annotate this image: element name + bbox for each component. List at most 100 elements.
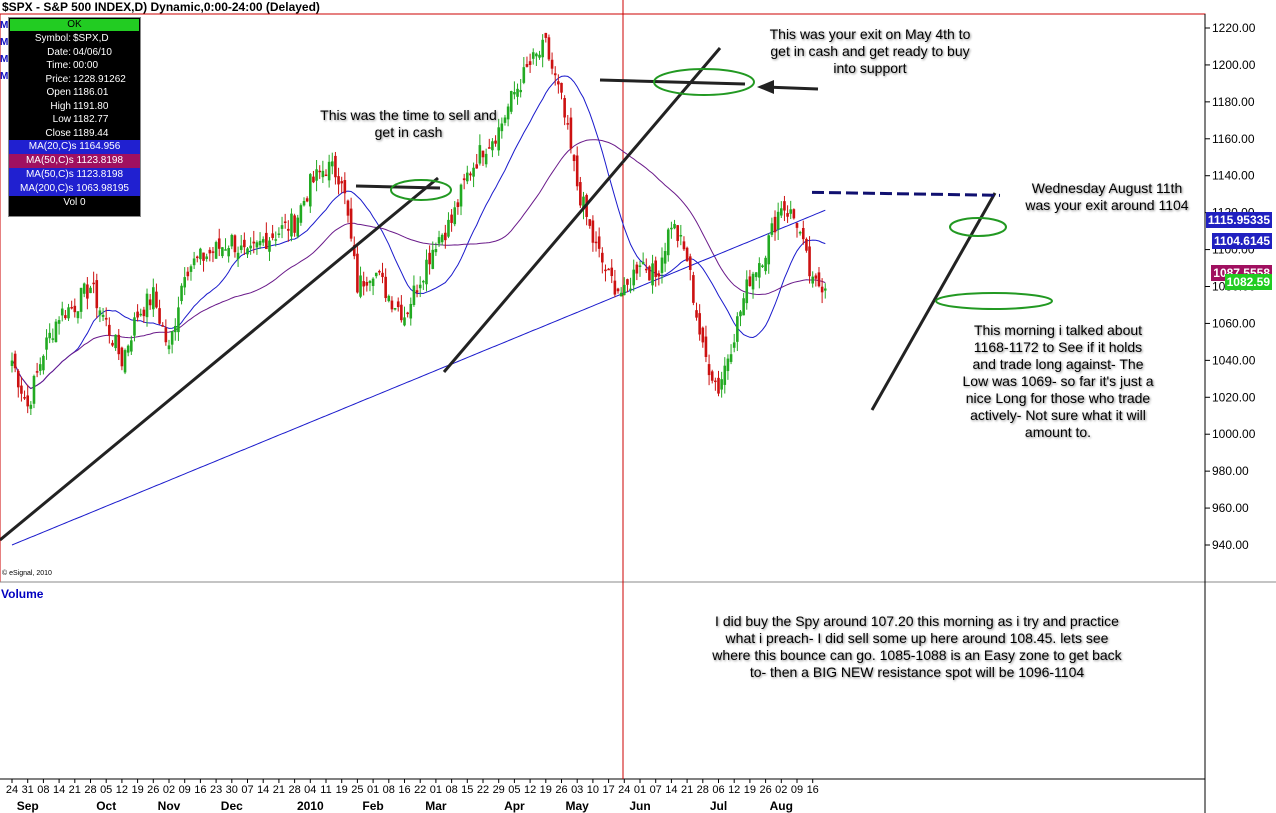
x-tick-label: 21 — [273, 784, 285, 796]
candle-body — [754, 272, 758, 278]
candle-body — [431, 249, 435, 269]
candle-body — [309, 174, 312, 207]
candle-body — [412, 285, 416, 305]
candle-body — [701, 327, 705, 343]
study-marker[interactable]: M — [0, 20, 9, 31]
candle-body — [453, 207, 457, 225]
candle-body — [120, 347, 124, 367]
candle-body — [239, 245, 243, 250]
candle-body — [167, 345, 171, 350]
candle-body — [509, 91, 513, 112]
x-tick-label: 30 — [226, 784, 238, 796]
study-marker[interactable]: M — [0, 37, 9, 48]
candle-body — [648, 266, 651, 281]
candle-body — [356, 253, 359, 293]
candle-body — [349, 208, 353, 239]
candle-body — [500, 123, 504, 132]
month-label: Aug — [770, 799, 793, 813]
candle-body — [334, 155, 337, 178]
candle-body — [183, 277, 186, 288]
x-tick-label: 01 — [430, 784, 442, 796]
study-marker[interactable]: M — [0, 54, 9, 65]
candle-body — [484, 153, 488, 165]
candle-body — [773, 216, 777, 233]
candle-body — [456, 202, 460, 208]
candle-body — [192, 258, 196, 266]
y-tick-label: 1200.00 — [1212, 58, 1256, 72]
candle-body — [29, 404, 33, 409]
candle-body — [582, 196, 585, 210]
x-tick-label: 02 — [775, 784, 787, 796]
x-tick-label: 28 — [697, 784, 709, 796]
month-label: Jul — [710, 799, 727, 813]
candle-body — [626, 279, 629, 285]
candle-body — [623, 284, 626, 296]
candle-body — [51, 338, 55, 340]
candle-body — [337, 176, 340, 185]
candle-body — [60, 308, 64, 316]
candle-body — [597, 236, 601, 249]
x-tick-label: 26 — [759, 784, 771, 796]
candle-body — [695, 310, 698, 318]
candle-body — [139, 313, 143, 316]
candle-body — [362, 281, 365, 287]
candle-body — [798, 231, 802, 234]
candle-body — [217, 238, 221, 249]
data-row-symbol: Symbol: $SPX,D — [9, 32, 140, 46]
data-value: 04/06/10 — [73, 46, 112, 58]
candle-body — [635, 264, 639, 274]
candle-body — [359, 275, 362, 297]
data-key: Time: — [46, 60, 71, 71]
candle-body — [704, 336, 708, 357]
candle-body — [761, 265, 764, 267]
candle-body — [393, 308, 397, 310]
candle-body — [381, 272, 384, 278]
candle-body — [610, 267, 614, 277]
candle-body — [23, 397, 26, 399]
candle-body — [528, 61, 532, 65]
candle-body — [177, 307, 180, 333]
candle-body — [522, 67, 526, 83]
x-tick-label: 24 — [6, 784, 18, 796]
data-value: 1191.80 — [73, 100, 109, 112]
candle-body — [688, 256, 692, 270]
candle-body — [418, 284, 422, 289]
candle-body — [739, 311, 742, 317]
candle-body — [35, 371, 39, 373]
candle-body — [104, 317, 108, 320]
x-tick-label: 31 — [22, 784, 34, 796]
candle-body — [152, 287, 155, 310]
candle-body — [368, 280, 372, 284]
candle-body — [290, 213, 293, 237]
y-tick-label: 1220.00 — [1212, 21, 1256, 35]
candle-body — [619, 292, 623, 297]
candle-body — [114, 334, 117, 349]
candle-body — [249, 245, 252, 249]
candle-body — [155, 291, 158, 308]
candle-body — [425, 259, 428, 285]
data-key: Close — [45, 127, 71, 139]
candle-body — [660, 257, 664, 273]
status-ok-badge[interactable]: OK — [10, 19, 139, 31]
candle-body — [707, 364, 711, 376]
candle-body — [173, 325, 177, 333]
candle-body — [277, 233, 281, 235]
y-tick-label: 1040.00 — [1212, 353, 1256, 367]
data-key: Date: — [47, 46, 71, 58]
candle-body — [252, 241, 256, 244]
y-tick-label: 940.00 — [1212, 538, 1249, 552]
candle-body — [195, 256, 199, 259]
candle-body — [736, 316, 739, 342]
candle-body — [732, 342, 736, 348]
data-key: High — [50, 100, 71, 112]
candle-body — [327, 161, 331, 181]
candle-body — [79, 287, 83, 312]
y-tick-label: 1160.00 — [1212, 132, 1255, 146]
candle-body — [403, 317, 406, 326]
candle-body — [758, 263, 761, 278]
study-marker[interactable]: M — [0, 71, 9, 82]
x-tick-label: 11 — [320, 784, 331, 796]
x-tick-label: 23 — [210, 784, 222, 796]
candle-body — [560, 82, 563, 93]
